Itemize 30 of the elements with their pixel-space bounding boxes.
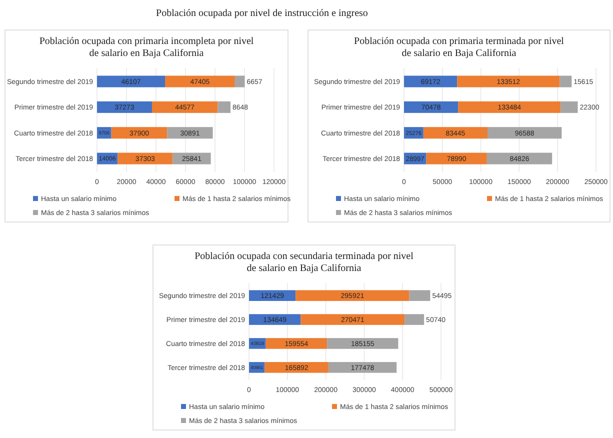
bar bbox=[328, 362, 397, 373]
bar bbox=[560, 101, 578, 113]
chart-title: Población ocupada con primaria terminada por nivel de salario en Baja California bbox=[354, 36, 564, 59]
bar bbox=[423, 127, 488, 139]
bar bbox=[426, 152, 487, 164]
bar bbox=[97, 101, 152, 113]
bar bbox=[404, 101, 458, 113]
bar bbox=[172, 152, 211, 164]
bar bbox=[165, 76, 235, 88]
bar bbox=[409, 290, 430, 301]
text: Población ocupada por nivel de instrucción e ingreso bbox=[156, 8, 368, 19]
bar bbox=[458, 101, 561, 113]
bar bbox=[152, 101, 218, 113]
bar bbox=[296, 290, 410, 301]
bar bbox=[218, 101, 230, 113]
bar bbox=[118, 152, 173, 164]
chart-title: Población ocupada con secundaria terminada por nivel de salario en Baja California bbox=[194, 251, 414, 274]
bar bbox=[404, 76, 458, 88]
bar bbox=[327, 338, 398, 349]
bar bbox=[234, 76, 245, 88]
bar bbox=[457, 76, 560, 88]
bar bbox=[300, 314, 405, 325]
bar bbox=[560, 76, 572, 88]
bar bbox=[97, 76, 166, 88]
bar bbox=[486, 152, 552, 164]
bar bbox=[266, 338, 328, 349]
bar bbox=[488, 127, 562, 139]
chart-title: Población ocupada con primaria incompleta por nivel de salario en Baja California bbox=[39, 36, 254, 59]
bar bbox=[264, 362, 328, 373]
bar bbox=[404, 314, 424, 325]
